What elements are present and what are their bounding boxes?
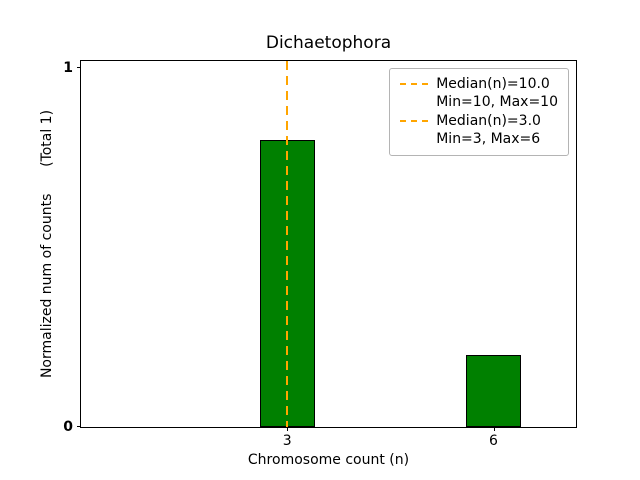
- plot-area: Median(n)=10.0 Min=10, Max=10 Median(n)=…: [63, 60, 577, 449]
- x-tick: [493, 427, 495, 431]
- y-tick: [77, 426, 81, 427]
- y-axis-label: Normalized num of counts (Total 1): [39, 109, 55, 379]
- legend-dash-sample: [400, 83, 429, 86]
- legend-dash-sample: [400, 120, 429, 123]
- legend-entry: Min=3, Max=6: [400, 130, 558, 148]
- x-tick: [287, 427, 289, 431]
- x-axis-label: Chromosome count (n): [247, 452, 410, 468]
- y-tick-label: 0: [63, 419, 73, 435]
- x-tick-label: 6: [489, 433, 498, 449]
- x-tick-label: 3: [282, 433, 292, 449]
- chart-title: Dichaetophora: [265, 33, 392, 53]
- legend-entry-label: Min=3, Max=6: [436, 131, 541, 148]
- median-line: [286, 61, 289, 427]
- legend-entry-label: Median(n)=3.0: [436, 112, 541, 129]
- bar-6: [466, 355, 521, 427]
- legend-entry: Median(n)=10.0: [400, 75, 558, 93]
- y-tick-label: 1: [63, 60, 73, 77]
- legend-entry: Min=10, Max=10: [400, 93, 558, 111]
- legend-entry-label: Min=10, Max=10: [436, 94, 558, 111]
- legend: Median(n)=10.0 Min=10, Max=10 Median(n)=…: [389, 68, 569, 156]
- legend-entry: Median(n)=3.0: [400, 112, 558, 130]
- y-tick: [77, 67, 81, 69]
- legend-entry-label: Median(n)=10.0: [436, 76, 550, 92]
